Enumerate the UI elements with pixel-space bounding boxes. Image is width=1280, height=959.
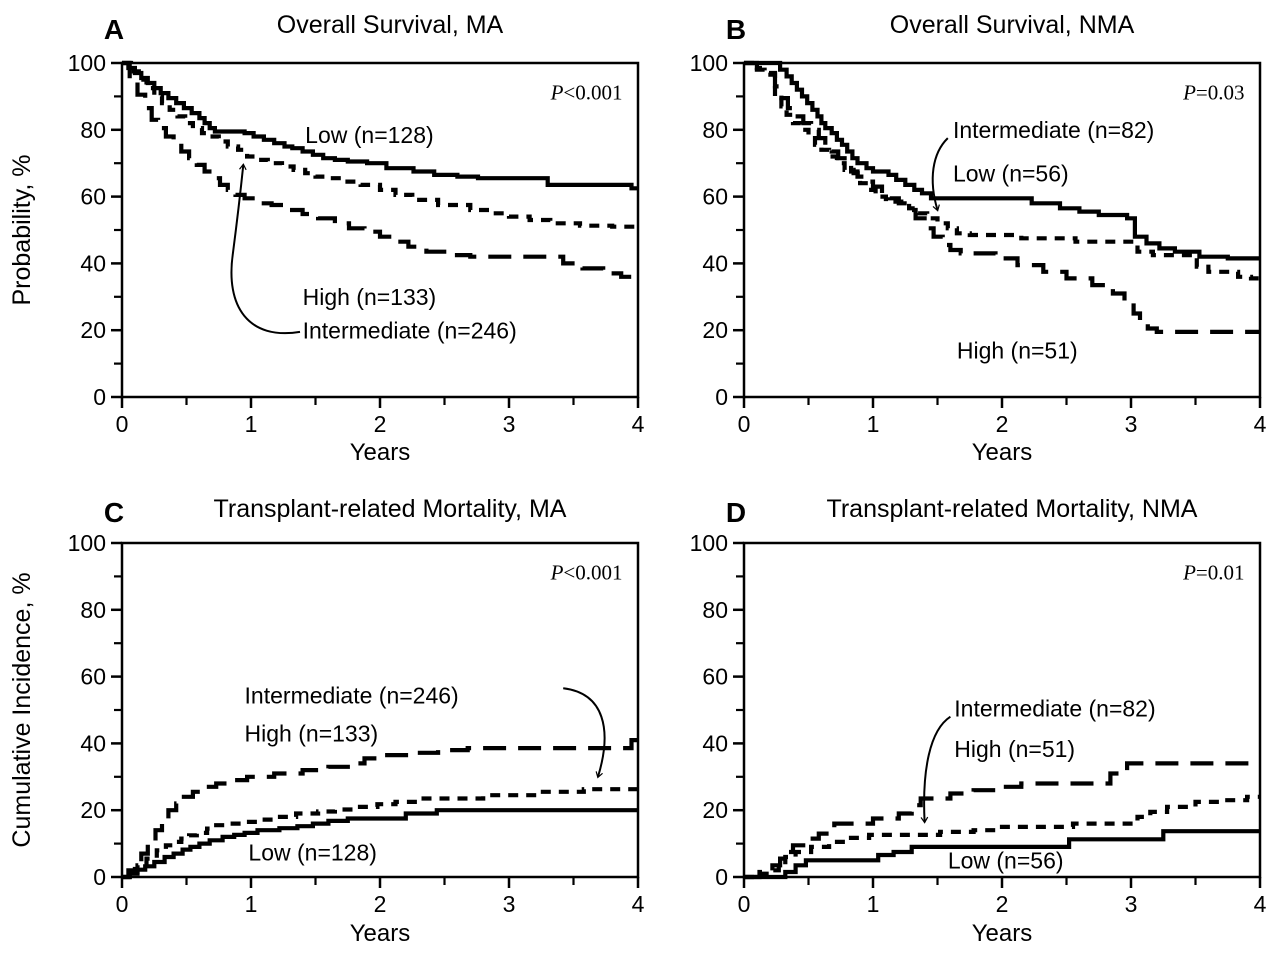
panel-title: Transplant-related Mortality, MA [214, 495, 567, 523]
x-tick-label: 0 [738, 411, 751, 437]
y-tick-label: 60 [80, 664, 106, 690]
x-tick-label: 1 [245, 891, 258, 917]
curve-intermediate [744, 60, 1260, 281]
x-tick-label: 2 [996, 411, 1009, 437]
x-tick-label: 2 [996, 891, 1009, 917]
x-tick-label: 1 [245, 411, 258, 437]
plot-frame [120, 541, 640, 879]
panel-a: A Overall Survival, MA 0 20 40 60 80 100 0 1 2 3 4 Ye… [68, 11, 645, 466]
x-axis-title: Years [972, 920, 1033, 947]
y-tick-label: 20 [80, 797, 106, 823]
curve-label: High (n=133) [245, 721, 379, 747]
curve-label: Intermediate (n=82) [954, 696, 1155, 722]
y-tick-label: 40 [80, 730, 106, 756]
curve-label: Low (n=56) [953, 161, 1069, 187]
curve-high [744, 761, 1260, 880]
x-tick-label: 4 [1254, 891, 1267, 917]
curve-intermediate [122, 787, 638, 880]
x-tick-label: 2 [374, 411, 387, 437]
curve-label: Low (n=128) [248, 839, 376, 865]
panel-b: B Overall Survival, NMA 0 20 40 60 80 100 0 1 2 3 4 Y… [690, 11, 1267, 466]
x-axis-title: Years [350, 439, 411, 466]
x-tick-label: 0 [738, 891, 751, 917]
curve-label: High (n=133) [303, 284, 437, 310]
panel-letter-a: A [104, 14, 124, 45]
curve-label: High (n=51) [957, 338, 1078, 364]
curve-intermediate [744, 794, 1260, 880]
annotation-arrow [931, 137, 949, 212]
panel-c: C Transplant-related Mortality, MA0204060… [68, 495, 645, 947]
x-tick-label: 3 [1125, 411, 1138, 437]
curve-high [122, 60, 638, 283]
x-axis-title: Years [350, 920, 411, 947]
y-tick-label: 40 [702, 730, 728, 756]
curve-intermediate [122, 60, 638, 229]
panel-title: Overall Survival, MA [277, 11, 504, 39]
annotation-arrow [563, 687, 606, 779]
y-tick-label: 100 [690, 530, 728, 556]
p-value-label: P=0.03 [1182, 81, 1244, 105]
y-tick-label: 100 [690, 50, 728, 76]
p-value-label: P<0.001 [550, 561, 623, 585]
y-axis-title-row1: Probability, % [8, 155, 36, 306]
y-tick-label: 40 [702, 250, 728, 276]
y-tick-label: 80 [80, 597, 106, 623]
curve-label: High (n=51) [954, 736, 1075, 762]
panel-d: D Transplant-related Mortality, NMA020406… [690, 495, 1267, 947]
y-tick-label: 0 [93, 384, 106, 410]
curve-label: Intermediate (n=246) [303, 318, 517, 344]
panel-letter-d: D [726, 497, 746, 528]
curve-label: Low (n=128) [305, 122, 434, 148]
y-tick-label: 60 [80, 184, 106, 210]
curve-low [744, 829, 1260, 880]
x-tick-label: 3 [503, 411, 516, 437]
y-tick-label: 20 [80, 317, 106, 343]
curve-low [744, 60, 1260, 261]
curve-low [122, 808, 638, 880]
annotation-arrow [230, 163, 301, 335]
y-tick-label: 80 [702, 117, 728, 143]
x-axis-title: Years [972, 439, 1033, 466]
x-tick-label: 3 [503, 891, 516, 917]
panel-letter-c: C [104, 497, 124, 528]
curve-low [122, 60, 638, 191]
x-tick-label: 0 [116, 891, 129, 917]
y-tick-label: 0 [715, 864, 728, 890]
p-value-label: P=0.01 [1182, 561, 1244, 585]
x-tick-label: 1 [867, 411, 880, 437]
panel-title: Overall Survival, NMA [890, 11, 1135, 39]
panel-letter-b: B [726, 14, 746, 45]
x-tick-label: 4 [632, 411, 645, 437]
y-tick-label: 80 [702, 597, 728, 623]
curve-label: Intermediate (n=246) [245, 682, 459, 708]
y-tick-label: 0 [715, 384, 728, 410]
x-tick-label: 4 [632, 891, 645, 917]
y-axis-title-row2: Cumulative Incidence, % [8, 572, 36, 847]
x-tick-label: 4 [1254, 411, 1267, 437]
p-value-label: P<0.001 [550, 81, 623, 105]
y-tick-label: 60 [702, 184, 728, 210]
y-tick-label: 20 [702, 797, 728, 823]
y-tick-label: 100 [68, 530, 106, 556]
y-tick-label: 60 [702, 664, 728, 690]
x-tick-label: 0 [116, 411, 129, 437]
curve-label: Intermediate (n=82) [953, 117, 1154, 143]
x-tick-label: 2 [374, 891, 387, 917]
y-tick-label: 20 [702, 317, 728, 343]
y-tick-label: 0 [93, 864, 106, 890]
x-tick-label: 1 [867, 891, 880, 917]
curve-label: Low (n=56) [948, 848, 1064, 874]
annotation-arrow [920, 715, 951, 824]
panel-title: Transplant-related Mortality, NMA [827, 495, 1198, 523]
y-tick-label: 80 [80, 117, 106, 143]
curve-high [122, 738, 638, 880]
curve-high [744, 60, 1260, 334]
y-tick-label: 40 [80, 250, 106, 276]
y-tick-label: 100 [68, 50, 106, 76]
x-tick-label: 3 [1125, 891, 1138, 917]
